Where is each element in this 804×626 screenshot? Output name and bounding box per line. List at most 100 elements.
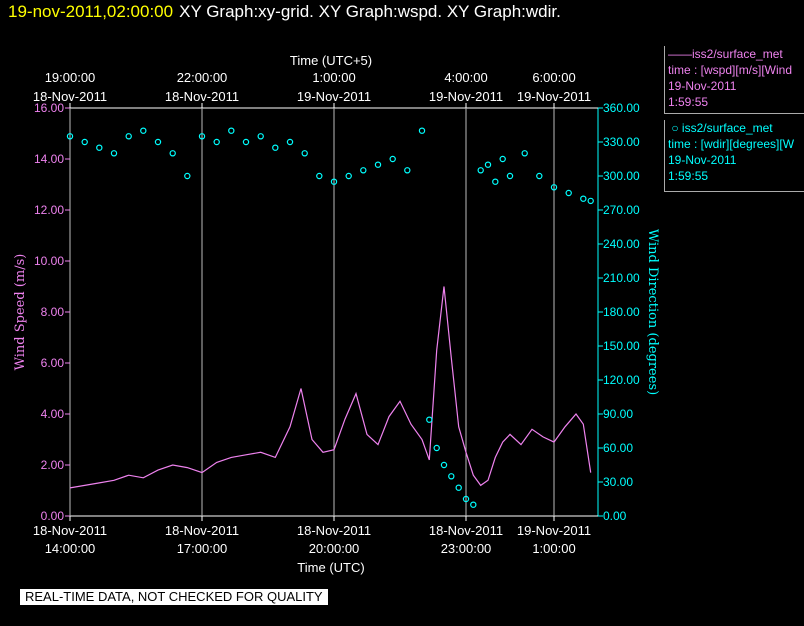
wind-direction-point	[110, 150, 118, 157]
bottom-tick-time: 20:00:00	[309, 541, 360, 556]
legend-wdir: ○ iss2/surface_met time : [wdir][degrees…	[664, 120, 804, 192]
legend-wdir-field: time : [wdir][degrees][W	[668, 137, 795, 151]
bottom-tick-time: 17:00:00	[177, 541, 228, 556]
wind-direction-point	[477, 167, 484, 174]
wind-direction-point	[521, 150, 528, 157]
left-tick-label: 0.00	[41, 509, 65, 523]
wind-direction-point	[587, 197, 594, 205]
top-tick-date: 18-Nov-2011	[33, 89, 107, 104]
wind-direction-point	[96, 144, 103, 151]
wind-direction-point	[470, 501, 477, 508]
wind-direction-point	[66, 133, 74, 140]
wind-direction-point	[198, 133, 206, 140]
right-tick-label: 0.00	[603, 509, 627, 523]
top-tick-time: 4:00:00	[444, 70, 487, 85]
wind-direction-point	[492, 178, 499, 185]
bottom-tick-date: 18-Nov-2011	[33, 523, 107, 538]
top-tick-time: 1:00:00	[312, 70, 355, 85]
right-tick-label: 30.00	[603, 475, 633, 489]
bottom-tick-date: 18-Nov-2011	[429, 523, 503, 538]
wind-direction-point	[81, 138, 88, 146]
wind-direction-point	[301, 150, 308, 157]
right-tick-label: 120.00	[603, 373, 640, 387]
left-axis-title: Wind Speed (m/s)	[13, 254, 28, 371]
bottom-tick-date: 18-Nov-2011	[297, 523, 371, 538]
right-tick-label: 240.00	[603, 237, 640, 251]
legend-wspd-name: iss2/surface_met	[692, 47, 783, 61]
right-tick-label: 360.00	[603, 101, 640, 115]
wind-speed-line	[69, 286, 592, 489]
wind-direction-point	[286, 138, 294, 146]
top-tick-time: 19:00:00	[45, 70, 96, 85]
wind-direction-point	[389, 155, 396, 163]
wind-direction-point	[140, 127, 147, 134]
bottom-tick-time: 1:00:00	[532, 541, 575, 556]
wind-direction-point	[242, 138, 250, 146]
chart-header: 19-nov-2011,02:00:00 XY Graph:xy-grid. XY…	[8, 2, 561, 22]
legend-wspd-field: time : [wspd][m/s][Wind	[668, 63, 793, 77]
wind-direction-point	[426, 416, 433, 423]
top-axis-title: Time (UTC+5)	[290, 53, 372, 68]
wind-direction-point	[169, 150, 176, 157]
wind-direction-point	[418, 127, 426, 134]
right-tick-label: 90.00	[603, 407, 633, 421]
legend-divider	[665, 113, 804, 114]
wind-direction-point	[374, 161, 382, 168]
wind-direction-point	[345, 172, 352, 180]
left-tick-label: 4.00	[41, 407, 65, 421]
wind-direction-point	[125, 133, 132, 140]
bottom-tick-time: 23:00:00	[441, 541, 492, 556]
top-tick-date: 18-Nov-2011	[165, 89, 239, 104]
bottom-axis-title: Time (UTC)	[297, 560, 364, 575]
left-tick-label: 8.00	[41, 305, 65, 319]
wind-direction-point	[404, 167, 411, 174]
legend-wdir-time: 1:59:55	[668, 169, 709, 183]
wind-direction-point	[272, 144, 279, 151]
left-tick-label: 16.00	[34, 101, 64, 115]
wind-direction-point	[360, 167, 367, 174]
top-tick-date: 19-Nov-2011	[517, 89, 591, 104]
wind-direction-point	[455, 484, 462, 491]
wind-direction-point	[462, 495, 470, 503]
left-tick-label: 10.00	[34, 254, 64, 268]
legend-wdir-line: ○ iss2/surface_met	[668, 121, 773, 135]
legend-wspd-time: 1:59:55	[668, 95, 709, 109]
right-tick-label: 210.00	[603, 271, 640, 285]
top-tick-time: 6:00:00	[532, 70, 575, 85]
bottom-tick-date: 19-Nov-2011	[517, 523, 591, 538]
legend-divider	[665, 191, 804, 192]
bottom-tick-date: 18-Nov-2011	[165, 523, 239, 538]
header-graph-list: XY Graph:xy-grid. XY Graph:wspd. XY Grap…	[179, 2, 561, 21]
bottom-tick-time: 14:00:00	[45, 541, 96, 556]
legend-wdir-date: 19-Nov-2011	[668, 153, 737, 167]
wind-direction-point	[565, 189, 572, 197]
wind-direction-point	[433, 444, 440, 452]
wind-direction-point	[580, 195, 587, 202]
wind-direction-point	[484, 161, 492, 168]
top-tick-time: 22:00:00	[177, 70, 228, 85]
top-tick-date: 19-Nov-2011	[297, 89, 371, 104]
right-tick-label: 330.00	[603, 135, 640, 149]
right-tick-label: 270.00	[603, 203, 640, 217]
wind-direction-point	[154, 138, 162, 146]
header-timestamp: 19-nov-2011,02:00:00	[8, 2, 174, 21]
wind-direction-point	[257, 133, 264, 140]
legend-wspd-date: 19-Nov-2011	[668, 79, 737, 93]
wind-direction-point	[316, 172, 323, 180]
wind-direction-point	[440, 461, 448, 469]
legend-wspd: ——iss2/surface_met time : [wspd][m/s][Wi…	[664, 46, 804, 114]
wind-direction-point	[213, 138, 220, 146]
wind-direction-point	[506, 172, 514, 180]
wind-direction-point	[330, 178, 338, 185]
right-axis-title: Wind Direction (degrees)	[645, 229, 660, 395]
legend-wdir-name: iss2/surface_met	[681, 121, 773, 135]
wind-direction-point	[184, 172, 191, 180]
left-tick-label: 6.00	[41, 356, 65, 370]
right-tick-label: 60.00	[603, 441, 633, 455]
left-tick-label: 12.00	[34, 203, 64, 217]
right-tick-label: 180.00	[603, 305, 640, 319]
wind-direction-point	[448, 473, 455, 480]
wind-direction-point	[228, 127, 235, 134]
quality-disclaimer: REAL-TIME DATA, NOT CHECKED FOR QUALITY	[20, 589, 328, 605]
